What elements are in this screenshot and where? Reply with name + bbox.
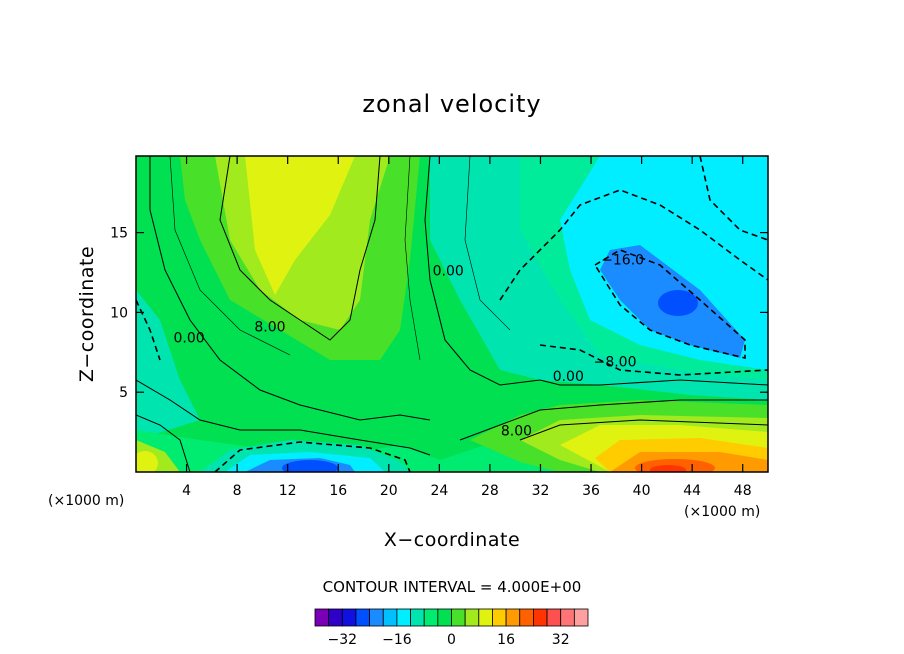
colorbar-swatch xyxy=(464,608,480,627)
contour-field xyxy=(136,156,768,472)
x-tick-label: 8 xyxy=(233,483,242,499)
contour-labels: 0.00 8.00 0.00 −16.0 −8.00 0.00 8.00 xyxy=(174,253,645,440)
colorbar xyxy=(314,608,589,627)
colorbar-swatch xyxy=(314,608,330,627)
contour-interval-note: CONTOUR INTERVAL = 4.000E+00 xyxy=(323,578,582,596)
colorbar-swatch xyxy=(519,608,534,627)
y-tick-label: 5 xyxy=(119,385,128,401)
colorbar-tick-label: −32 xyxy=(328,632,358,648)
colorbar-swatch xyxy=(478,608,493,627)
colorbar-swatch xyxy=(573,608,589,627)
y-tick-label: 10 xyxy=(110,305,128,321)
x-tick-label: 24 xyxy=(430,483,448,499)
colorbar-swatch xyxy=(546,608,562,627)
x-tick-label: 40 xyxy=(633,483,651,499)
colorbar-swatch xyxy=(560,608,575,627)
colorbar-tick-labels: −32 −16 0 16 32 xyxy=(328,632,570,648)
colorbar-swatch xyxy=(382,608,398,627)
x-axis-ticks: 4 8 12 16 20 24 28 32 36 40 44 48 xyxy=(182,156,752,499)
contour-label: 8.00 xyxy=(254,320,285,336)
colorbar-tick-label: 0 xyxy=(447,632,456,648)
x-tick-label: 44 xyxy=(683,483,701,499)
x-unit-left: (×1000 m) xyxy=(48,493,124,509)
x-tick-label: 32 xyxy=(532,483,550,499)
x-tick-label: 12 xyxy=(279,483,297,499)
plot-frame xyxy=(135,155,769,473)
contour-label: −8.00 xyxy=(594,355,637,371)
colorbar-swatch xyxy=(505,608,521,627)
colorbar-swatch xyxy=(451,608,466,627)
colorbar-swatch xyxy=(396,608,411,627)
x-tick-label: 20 xyxy=(380,483,398,499)
colorbar-swatch xyxy=(423,608,439,627)
y-tick-label: 15 xyxy=(110,226,128,242)
contour-label: −16.0 xyxy=(601,253,644,269)
x-tick-label: 16 xyxy=(329,483,347,499)
x-tick-label: 36 xyxy=(582,483,600,499)
colorbar-swatch xyxy=(492,608,507,627)
x-axis-label: X−coordinate xyxy=(384,529,520,551)
colorbar-tick-label: 16 xyxy=(497,632,515,648)
colorbar-swatch xyxy=(341,608,357,627)
colorbar-tick-label: 32 xyxy=(552,632,570,648)
contour-label: 0.00 xyxy=(174,331,205,347)
x-tick-label: 48 xyxy=(734,483,752,499)
colorbar-swatch xyxy=(437,608,452,627)
x-tick-label: 28 xyxy=(481,483,499,499)
colorbar-swatch xyxy=(355,608,371,627)
colorbar-swatch xyxy=(410,608,425,627)
contour-label: 8.00 xyxy=(501,423,532,439)
colorbar-swatch xyxy=(369,608,384,627)
chart-title: zonal velocity xyxy=(362,90,541,118)
y-axis-ticks: 5 10 15 xyxy=(110,226,768,401)
y-axis-label: Z−coordinate xyxy=(76,246,98,382)
colorbar-tick-label: −16 xyxy=(382,632,412,648)
colorbar-swatch xyxy=(533,608,548,627)
colorbar-swatch xyxy=(328,608,343,627)
x-tick-label: 4 xyxy=(182,483,191,499)
contour-label: 0.00 xyxy=(553,369,584,385)
contour-label: 0.00 xyxy=(433,264,464,280)
x-unit-right: (×1000 m) xyxy=(684,504,760,520)
